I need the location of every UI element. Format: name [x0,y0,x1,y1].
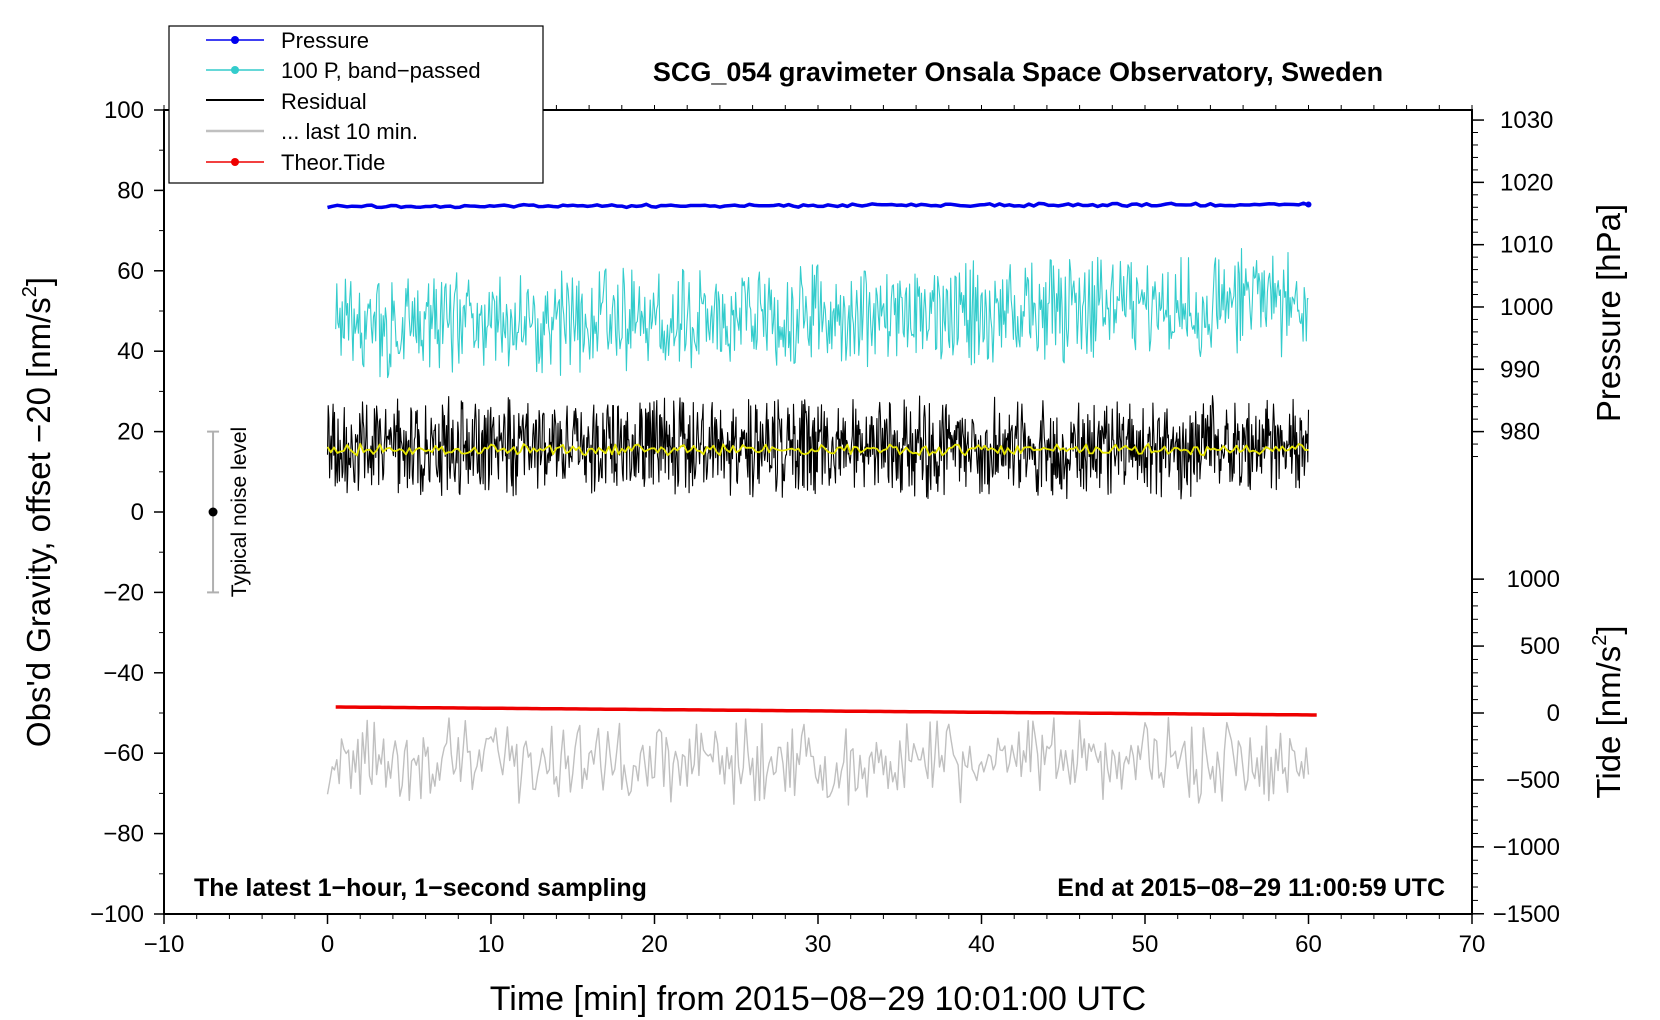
legend-box [168,25,544,184]
tide-tick-label: 0 [1547,700,1560,727]
legend-label-bandpassed: 100 P, band−passed [281,58,481,83]
annotation-sampling: The latest 1−hour, 1−second sampling [194,874,647,902]
legend-label-tide: Theor.Tide [281,150,385,175]
y-axis-label-left: Obs'd Gravity, offset −20 [nm/s2] [19,277,57,747]
series-line-residual-smoothed [326,442,1309,457]
noise-bar-center-dot [208,507,218,517]
legend-dot-bandpassed [231,66,239,74]
chart-title: SCG_054 gravimeter Onsala Space Observat… [653,57,1383,87]
noise-label: Typical noise level [228,427,251,597]
series-line-theor-tide [335,705,1317,717]
y-tick-label: −80 [103,821,144,848]
pressure-tick-label: 1010 [1500,232,1553,259]
pressure-tick-label: 1000 [1500,294,1553,321]
y-axis-ticks: −100 −80 −60 −40 −20 0 20 40 60 80 100 [90,97,164,928]
y-tick-label: 0 [131,499,144,526]
tide-axis-label-text: Tide [nm/s [1590,646,1627,799]
x-tick-label: 30 [805,931,832,958]
y-axis-label-left-sup: 2 [19,286,41,297]
x-tick-label: 0 [321,931,334,958]
series-line-100-p-band-passed [335,247,1309,379]
legend-label-residual: Residual [281,89,367,114]
legend-label-pressure: Pressure [281,28,369,53]
x-axis-ticks: −10 0 10 20 30 40 50 60 70 [144,105,1486,958]
tide-axis-label: Tide [nm/s2] [1589,625,1627,798]
tide-axis-label-close: ] [1590,625,1627,634]
pressure-end-dot [1305,201,1312,208]
y-tick-label: −40 [103,660,144,687]
tide-axis-ticks: −1500 −1000 −500 0 500 1000 [1472,566,1560,928]
annotation-end-time: End at 2015−08−29 11:00:59 UTC [1057,874,1445,902]
y-tick-label: −20 [103,579,144,606]
y-tick-label: −60 [103,740,144,767]
legend: Pressure 100 P, band−passed Residual ...… [168,25,544,184]
tide-tick-label: 1000 [1507,566,1560,593]
y-tick-label: 100 [104,97,144,124]
x-tick-label: 60 [1295,931,1322,958]
legend-dot-tide [231,158,239,166]
y-tick-label: −100 [90,901,144,928]
pressure-tick-label: 980 [1500,419,1540,446]
x-tick-label: 50 [1132,931,1159,958]
legend-label-last10: ... last 10 min. [281,119,418,144]
x-tick-label: −10 [144,931,185,958]
x-tick-label: 70 [1459,931,1486,958]
noise-bar-group [207,430,220,594]
series-line-last-10-min [326,716,1310,806]
pressure-tick-label: 1020 [1500,169,1553,196]
y-tick-label: 20 [117,419,144,446]
pressure-tick-label: 1030 [1500,107,1553,134]
pressure-axis-label: Pressure [hPa] [1590,204,1627,422]
series-group [326,201,1317,806]
y-axis-label-left-text: Obs'd Gravity, offset −20 [nm/s [20,297,57,747]
y-tick-label: 80 [117,177,144,204]
x-tick-label: 10 [478,931,505,958]
tide-tick-label: −1500 [1493,901,1560,928]
tide-axis-label-sup: 2 [1589,635,1611,646]
x-axis-label: Time [min] from 2015−08−29 10:01:00 UTC [490,980,1146,1018]
pressure-axis-ticks: 980 990 1000 1010 1020 1030 [1472,107,1553,458]
tide-tick-label: −500 [1506,767,1560,794]
y-axis-label-left-close: ] [20,277,57,286]
y-tick-label: 40 [117,338,144,365]
tide-tick-label: 500 [1520,633,1560,660]
tide-tick-label: −1000 [1493,834,1560,861]
pressure-tick-label: 990 [1500,356,1540,383]
x-tick-label: 40 [968,931,995,958]
series-line-residual [326,395,1310,500]
legend-dot-pressure [231,36,239,44]
y-tick-label: 60 [117,258,144,285]
x-tick-label: 20 [641,931,668,958]
series-line-pressure [327,201,1310,210]
